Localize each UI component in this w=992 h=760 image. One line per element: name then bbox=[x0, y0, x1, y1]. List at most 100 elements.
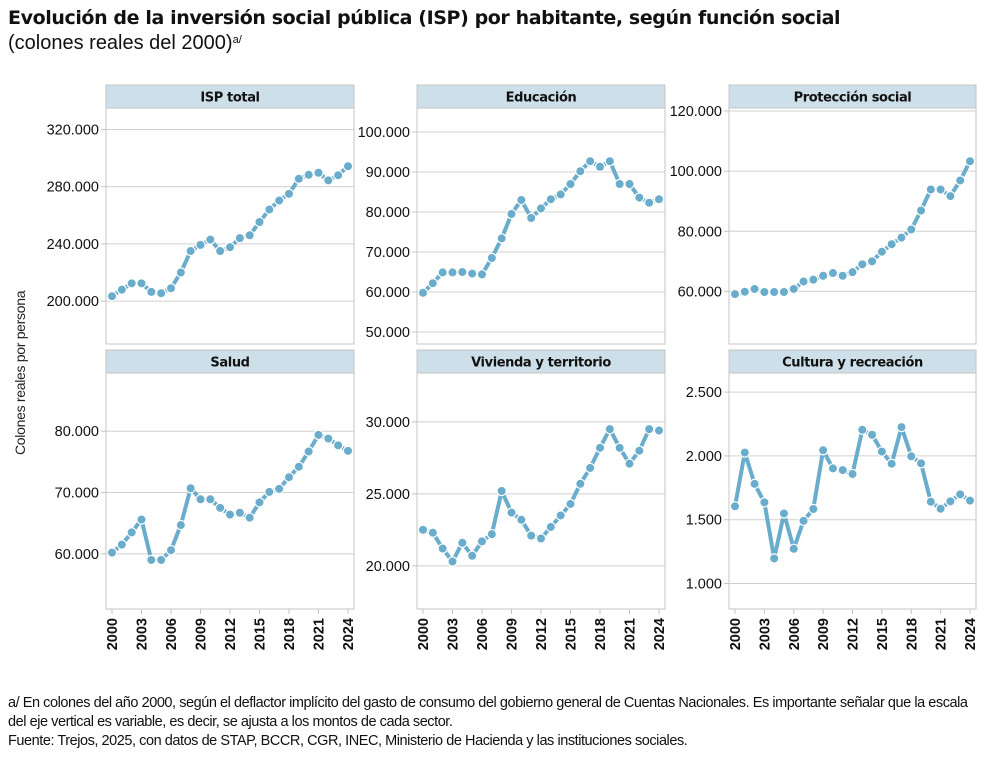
series-line bbox=[110, 164, 350, 299]
data-point bbox=[476, 536, 488, 547]
data-point bbox=[847, 468, 858, 480]
data-point bbox=[516, 194, 527, 206]
data-point bbox=[466, 268, 478, 279]
data-point bbox=[837, 270, 848, 281]
x-tick-label: 2012 bbox=[223, 618, 239, 650]
data-point bbox=[857, 424, 868, 435]
data-point bbox=[788, 543, 799, 554]
data-point bbox=[614, 178, 625, 190]
y-tick-label: 200.000 bbox=[47, 294, 99, 310]
data-point bbox=[506, 208, 517, 220]
data-point bbox=[332, 170, 344, 181]
data-point bbox=[264, 204, 275, 215]
data-point bbox=[146, 554, 157, 566]
x-tick-label: 2012 bbox=[534, 618, 550, 650]
data-point bbox=[323, 433, 334, 444]
data-point bbox=[116, 539, 128, 550]
chart-title: Evolución de la inversión social pública… bbox=[8, 7, 841, 29]
small-multiples-chart: ISP total 200.000 240.000 280.000 320.000 Edu… bbox=[47, 84, 979, 650]
data-point bbox=[323, 175, 334, 186]
panel-salud: Salud 60.000 70.000 80.000 2000 2003 2006 2009 2… bbox=[55, 349, 357, 650]
data-point bbox=[535, 203, 547, 214]
data-point bbox=[955, 175, 966, 186]
data-point bbox=[768, 286, 780, 298]
data-point bbox=[427, 278, 439, 289]
x-tick-label: 2003 bbox=[135, 618, 151, 650]
data-point bbox=[506, 507, 517, 518]
data-point bbox=[457, 266, 468, 278]
data-point bbox=[303, 169, 314, 180]
data-point bbox=[293, 461, 305, 472]
data-point bbox=[437, 543, 448, 554]
data-point bbox=[496, 485, 507, 497]
data-point bbox=[244, 230, 255, 241]
data-point bbox=[516, 514, 527, 525]
data-point bbox=[126, 278, 137, 289]
y-tick-label: 80.000 bbox=[366, 205, 410, 221]
x-tick-label: 2024 bbox=[341, 618, 357, 650]
data-point bbox=[575, 478, 586, 490]
y-tick-label: 280.000 bbox=[47, 180, 99, 196]
data-point bbox=[313, 167, 324, 178]
y-tick-label: 90.000 bbox=[366, 165, 410, 181]
panel-frame bbox=[416, 372, 666, 610]
data-point bbox=[437, 267, 448, 278]
data-point bbox=[964, 156, 976, 167]
data-point bbox=[545, 521, 557, 533]
data-point bbox=[759, 497, 770, 508]
data-point bbox=[155, 554, 167, 566]
data-point bbox=[886, 458, 897, 469]
data-point bbox=[116, 284, 128, 295]
data-point bbox=[476, 269, 488, 280]
data-point bbox=[896, 232, 907, 243]
data-point bbox=[935, 503, 946, 514]
data-point bbox=[915, 205, 927, 216]
x-tick-label: 2006 bbox=[787, 618, 803, 650]
data-point bbox=[817, 270, 829, 281]
data-point bbox=[653, 425, 665, 436]
data-point bbox=[594, 442, 606, 454]
y-tick-label: 25.000 bbox=[366, 487, 410, 503]
footnote-line-1: a/ En colones del año 2000, según el def… bbox=[8, 695, 968, 711]
y-tick-label: 20.000 bbox=[366, 559, 410, 575]
data-point bbox=[837, 464, 848, 476]
data-point bbox=[808, 274, 819, 285]
data-point bbox=[496, 233, 507, 244]
y-tick-label: 30.000 bbox=[366, 415, 410, 431]
panel-frame bbox=[728, 107, 977, 345]
y-tick-label: 2.500 bbox=[686, 385, 722, 401]
data-point bbox=[313, 429, 324, 441]
y-tick-label: 240.000 bbox=[47, 237, 99, 253]
data-point bbox=[175, 267, 187, 278]
data-point bbox=[749, 478, 760, 490]
data-point bbox=[866, 429, 878, 440]
data-point bbox=[486, 252, 498, 264]
data-point bbox=[739, 447, 750, 458]
data-point bbox=[234, 507, 246, 518]
data-point bbox=[214, 245, 226, 257]
data-point bbox=[643, 423, 655, 435]
x-tick-label: 2021 bbox=[623, 618, 639, 650]
data-point bbox=[126, 527, 137, 538]
y-tick-label: 100.000 bbox=[358, 125, 410, 141]
x-tick-label: 2009 bbox=[816, 618, 832, 650]
data-point bbox=[165, 544, 177, 556]
data-point bbox=[788, 283, 799, 295]
data-point bbox=[283, 472, 295, 483]
data-point bbox=[634, 445, 645, 456]
data-point bbox=[876, 246, 888, 257]
panel-isp-total: ISP total 200.000 240.000 280.000 320.000 bbox=[47, 84, 355, 345]
data-point bbox=[342, 445, 354, 457]
data-point bbox=[827, 463, 839, 474]
x-tick-label: 2015 bbox=[253, 618, 269, 650]
x-tick-label: 2000 bbox=[105, 618, 121, 650]
data-point bbox=[195, 494, 206, 505]
x-tick-label: 2003 bbox=[757, 618, 773, 650]
panel-educaci-n: Educación 50.000 60.000 70.000 80.000 90.000 1… bbox=[358, 84, 666, 345]
panel-title: Educación bbox=[506, 91, 577, 106]
data-point bbox=[847, 266, 858, 278]
data-point bbox=[817, 445, 829, 456]
data-point bbox=[466, 550, 478, 561]
x-tick-label: 2009 bbox=[194, 618, 210, 650]
data-point bbox=[749, 283, 760, 295]
